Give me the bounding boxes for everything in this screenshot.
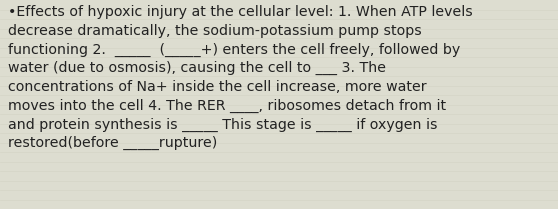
Text: •Effects of hypoxic injury at the cellular level: 1. When ATP levels
decrease dr: •Effects of hypoxic injury at the cellul… <box>8 5 473 150</box>
